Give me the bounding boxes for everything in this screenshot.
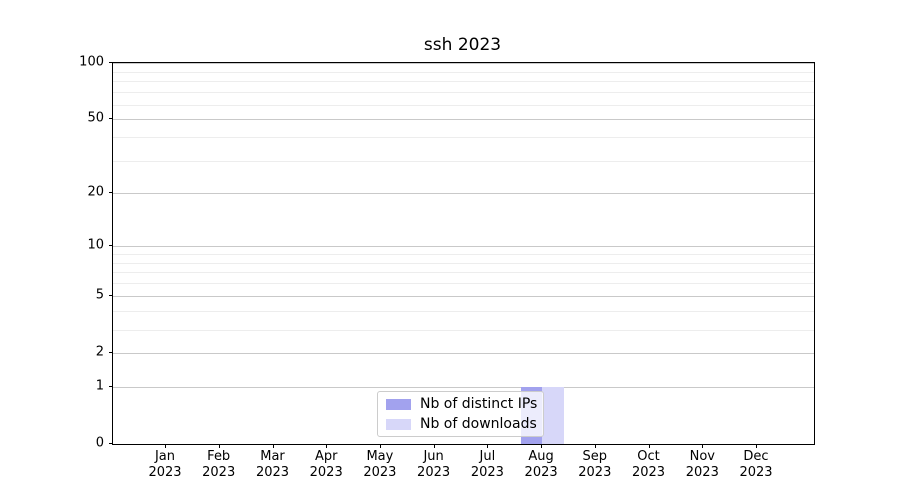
legend-swatch-downloads <box>386 418 411 430</box>
legend-row-distinct-ips: Nb of distinct IPs <box>386 396 538 412</box>
x-tick-label-apr-2023: Apr 2023 <box>309 449 343 480</box>
y-tick-label-20: 20 <box>87 184 104 200</box>
x-tick-mark-nov-2023 <box>702 444 704 448</box>
x-tick-mark-may-2023 <box>379 444 381 448</box>
major-gridline-10 <box>113 246 814 247</box>
x-tick-label-sep-2023: Sep 2023 <box>578 449 612 480</box>
minor-gridline-9 <box>113 253 814 255</box>
y-tick-mark-10 <box>109 245 113 246</box>
minor-gridline-90 <box>113 71 814 73</box>
x-tick-label-mar-2023: Mar 2023 <box>255 449 290 480</box>
minor-gridline-70 <box>113 92 814 94</box>
y-tick-label-100: 100 <box>79 54 104 70</box>
x-tick-label-oct-2023: Oct 2023 <box>631 449 666 480</box>
x-tick-label-nov-2023: Nov 2023 <box>685 449 719 480</box>
x-tick-mark-mar-2023 <box>272 444 274 448</box>
bar-nb-of-downloads-aug-2023 <box>542 386 564 444</box>
x-tick-label-aug-2023: Aug 2023 <box>524 449 558 480</box>
y-tick-label-50: 50 <box>87 110 104 126</box>
minor-gridline-6 <box>113 283 814 285</box>
major-gridline-1 <box>113 386 814 388</box>
legend-label-downloads: Nb of downloads <box>420 416 537 432</box>
major-gridline-2 <box>113 353 814 355</box>
y-tick-mark-0 <box>109 443 113 444</box>
legend: Nb of distinct IPs Nb of downloads <box>377 391 544 437</box>
x-tick-mark-jan-2023 <box>165 444 166 448</box>
minor-gridline-3 <box>113 329 814 331</box>
x-tick-mark-sep-2023 <box>594 444 596 448</box>
y-tick-label-0: 0 <box>95 435 104 451</box>
y-tick-mark-100 <box>109 62 113 63</box>
minor-gridline-60 <box>113 104 814 106</box>
legend-label-distinct-ips: Nb of distinct IPs <box>420 396 538 412</box>
y-tick-mark-5 <box>109 295 113 297</box>
y-tick-mark-2 <box>109 352 113 354</box>
x-tick-label-may-2023: May 2023 <box>363 449 397 480</box>
x-tick-mark-apr-2023 <box>326 444 328 448</box>
major-gridline-50 <box>113 119 814 121</box>
chart-title: ssh 2023 <box>423 35 502 55</box>
y-tick-mark-20 <box>109 191 113 193</box>
y-tick-label-5: 5 <box>95 287 104 303</box>
legend-swatch-distinct-ips <box>386 398 411 410</box>
x-tick-mark-jul-2023 <box>487 444 489 448</box>
x-tick-label-jul-2023: Jul 2023 <box>470 449 504 480</box>
x-tick-label-feb-2023: Feb 2023 <box>202 449 236 480</box>
y-tick-label-10: 10 <box>87 237 104 253</box>
major-gridline-100 <box>113 63 814 64</box>
x-tick-mark-oct-2023 <box>648 444 650 448</box>
x-tick-mark-aug-2023 <box>541 444 543 448</box>
x-tick-label-dec-2023: Dec 2023 <box>739 449 773 480</box>
major-gridline-5 <box>113 296 814 298</box>
x-tick-mark-jun-2023 <box>433 444 435 448</box>
y-tick-label-2: 2 <box>95 344 104 360</box>
minor-gridline-40 <box>113 137 814 139</box>
x-tick-mark-feb-2023 <box>218 444 220 448</box>
minor-gridline-7 <box>113 272 814 274</box>
y-tick-mark-50 <box>109 118 113 120</box>
plot-area <box>112 62 815 445</box>
minor-gridline-80 <box>113 81 814 83</box>
x-tick-mark-dec-2023 <box>756 444 757 448</box>
minor-gridline-8 <box>113 262 814 264</box>
y-tick-label-1: 1 <box>95 378 104 394</box>
x-tick-label-jan-2023: Jan 2023 <box>148 449 182 480</box>
minor-gridline-4 <box>113 311 814 313</box>
minor-gridline-30 <box>113 160 814 162</box>
y-tick-mark-1 <box>109 385 113 387</box>
major-gridline-20 <box>113 192 814 194</box>
x-tick-label-jun-2023: Jun 2023 <box>417 449 451 480</box>
legend-row-downloads: Nb of downloads <box>386 416 537 432</box>
